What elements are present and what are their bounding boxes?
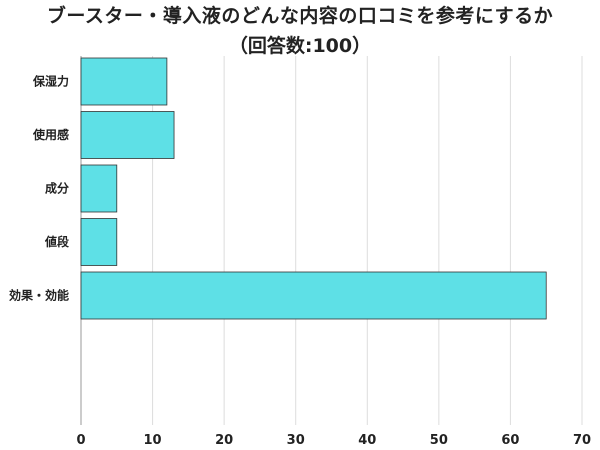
- chart-subtitle: （回答数:100）: [228, 35, 372, 57]
- x-tick-label: 10: [144, 433, 162, 448]
- x-tick-label: 20: [215, 433, 233, 448]
- category-label: 成分: [45, 181, 69, 196]
- x-tick-label: 70: [573, 433, 591, 448]
- x-tick-label: 0: [76, 433, 85, 448]
- category-label: 保湿力: [32, 74, 69, 89]
- x-tick-label: 60: [501, 433, 519, 448]
- bar: [80, 218, 118, 266]
- x-tick-label: 30: [287, 433, 305, 448]
- x-tick-label: 40: [358, 433, 376, 448]
- chart-title: ブースター・導入液のどんな内容の口コミを参考にするか: [46, 5, 554, 27]
- x-tick-label: 50: [430, 433, 448, 448]
- bar: [80, 271, 547, 320]
- bar: [80, 111, 175, 159]
- bar: [80, 164, 118, 213]
- bar: [80, 57, 168, 106]
- category-label: 使用感: [32, 127, 69, 142]
- category-label: 効果・効能: [9, 288, 69, 303]
- category-label: 値段: [44, 234, 70, 249]
